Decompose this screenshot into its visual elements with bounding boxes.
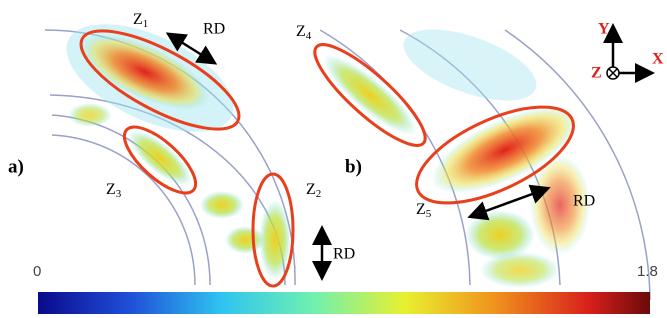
figure: a) b) Z1 Z2 Z3 Z4 Z5 RD RD RD Y X Z 0 1.… <box>0 0 667 318</box>
panel-label: a) <box>8 156 24 177</box>
colorbar <box>38 292 650 314</box>
rd-label: RD <box>203 21 225 38</box>
axis-label: X <box>652 51 664 68</box>
colorbar-max: 1.8 <box>637 263 658 280</box>
panel-label: b) <box>345 156 362 177</box>
zone-label: Z1 <box>133 11 148 30</box>
colorbar-min: 0 <box>33 263 41 280</box>
axis-label: Z <box>591 65 602 82</box>
zone-label: Z4 <box>296 23 312 42</box>
rd-label: RD <box>573 193 595 210</box>
zone-label: Z3 <box>106 181 122 200</box>
zone-label: Z2 <box>306 181 321 200</box>
axis-label: Y <box>598 21 610 38</box>
zone-label: Z5 <box>416 201 432 220</box>
panel-b <box>314 15 650 300</box>
coordinate-axes: Y X Z <box>591 21 664 82</box>
rd-label: RD <box>333 246 355 263</box>
